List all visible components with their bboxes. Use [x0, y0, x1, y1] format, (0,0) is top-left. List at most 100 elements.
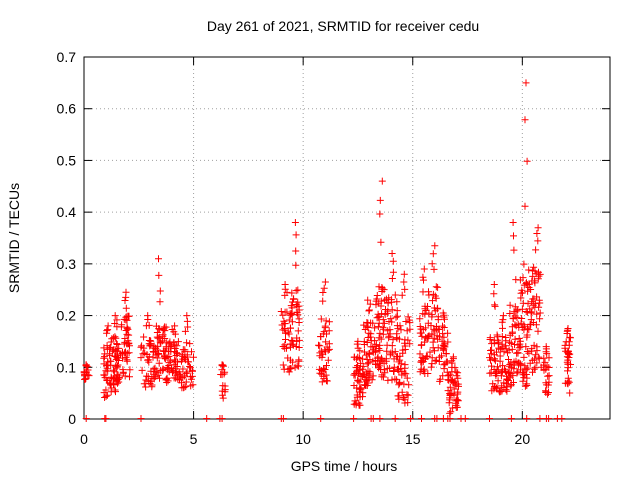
- data-point: [567, 361, 574, 368]
- data-point: [487, 347, 494, 354]
- data-point: [218, 362, 226, 370]
- data-point: [531, 300, 539, 308]
- data-point: [288, 318, 296, 326]
- data-point: [562, 338, 570, 346]
- data-point: [545, 354, 553, 362]
- data-point: [188, 367, 196, 375]
- data-point: [317, 333, 325, 340]
- data-point: [151, 364, 159, 372]
- data-point: [84, 371, 92, 379]
- data-point: [357, 359, 365, 367]
- data-point: [110, 346, 118, 354]
- data-point: [565, 378, 573, 386]
- data-point: [164, 366, 172, 374]
- data-point: [520, 353, 528, 361]
- data-point: [517, 319, 525, 327]
- data-point: [533, 293, 541, 301]
- data-point: [171, 330, 179, 338]
- data-point: [534, 327, 542, 335]
- data-point: [103, 391, 111, 399]
- data-point: [111, 312, 119, 320]
- data-point: [320, 284, 328, 292]
- data-point: [395, 381, 403, 389]
- data-point: [112, 388, 119, 396]
- data-point: [119, 368, 127, 376]
- data-point: [395, 379, 403, 387]
- data-point: [493, 348, 500, 356]
- data-point: [107, 361, 115, 369]
- data-point: [388, 298, 396, 306]
- data-point: [398, 371, 406, 379]
- data-point: [112, 353, 119, 360]
- data-point: [81, 375, 89, 383]
- data-point: [487, 369, 495, 377]
- data-point: [375, 283, 383, 291]
- data-point: [321, 278, 329, 286]
- data-point: [322, 317, 330, 325]
- data-point: [530, 341, 538, 349]
- data-point: [394, 325, 402, 333]
- data-point: [121, 297, 129, 304]
- data-point: [533, 230, 541, 237]
- data-point: [126, 366, 134, 374]
- y-tick-label: 0.6: [57, 101, 77, 117]
- data-point: [395, 395, 403, 403]
- data-point: [563, 353, 571, 361]
- data-point: [545, 415, 553, 422]
- data-point: [365, 329, 373, 337]
- data-point: [113, 316, 121, 324]
- data-point: [363, 339, 371, 346]
- data-point: [281, 285, 289, 293]
- data-point: [281, 341, 289, 349]
- data-point: [388, 318, 396, 326]
- data-point: [356, 378, 364, 386]
- data-point: [286, 365, 294, 372]
- data-point: [178, 357, 185, 365]
- data-point: [147, 341, 155, 349]
- data-point: [531, 279, 539, 287]
- data-point: [364, 296, 372, 304]
- data-point: [386, 364, 394, 372]
- data-point: [520, 260, 528, 268]
- data-points: [80, 79, 574, 422]
- data-point: [366, 368, 374, 376]
- data-point: [521, 323, 529, 331]
- data-point: [353, 340, 361, 348]
- data-point: [102, 415, 110, 422]
- data-point: [444, 387, 452, 395]
- data-point: [291, 363, 299, 371]
- data-point: [364, 319, 372, 327]
- data-point: [145, 353, 153, 361]
- data-point: [165, 362, 173, 369]
- data-point: [406, 340, 414, 348]
- data-point: [389, 268, 397, 276]
- data-point: [384, 327, 392, 335]
- data-point: [429, 297, 436, 305]
- data-point: [101, 350, 109, 358]
- data-point: [521, 382, 529, 390]
- data-point: [453, 403, 461, 411]
- data-point: [322, 348, 329, 356]
- data-point: [424, 333, 432, 340]
- data-point: [190, 353, 197, 361]
- data-point: [82, 415, 90, 422]
- data-point: [507, 415, 515, 422]
- data-point: [433, 415, 441, 422]
- data-point: [509, 219, 517, 226]
- data-point: [417, 325, 425, 333]
- data-point: [292, 343, 300, 350]
- data-point: [391, 348, 399, 356]
- data-point: [434, 283, 442, 291]
- data-point: [295, 357, 303, 365]
- data-point: [434, 316, 442, 324]
- y-tick-label: 0.5: [57, 152, 77, 168]
- data-point: [542, 365, 550, 373]
- data-point: [514, 349, 522, 357]
- data-point: [292, 231, 300, 239]
- data-point: [391, 291, 399, 299]
- data-point: [429, 250, 437, 258]
- data-point: [511, 335, 519, 343]
- data-point: [179, 365, 187, 373]
- data-point: [218, 391, 226, 399]
- data-point: [104, 326, 112, 334]
